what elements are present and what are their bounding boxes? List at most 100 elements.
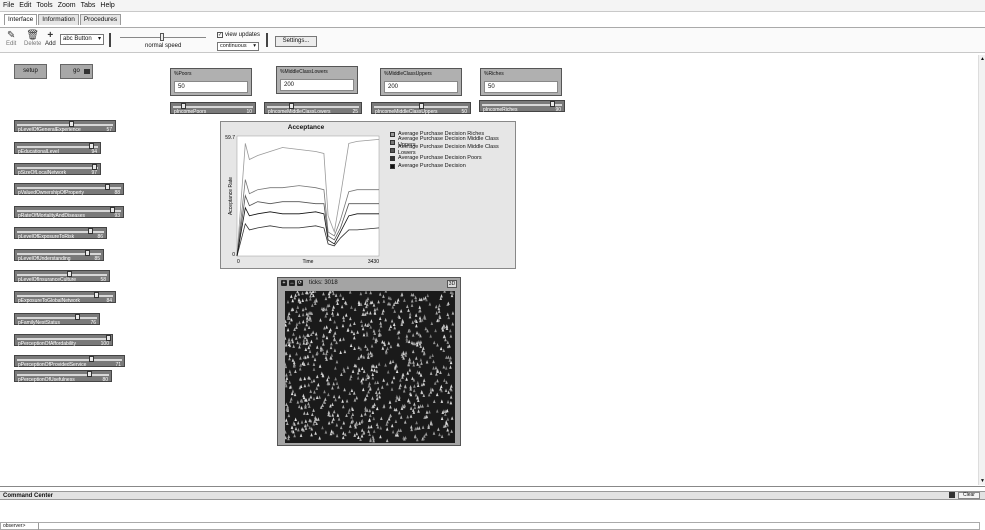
slider-handle[interactable] [419,103,424,109]
slider-level-of-general-experience[interactable]: pLevelOfGeneralExperience 57 [14,120,116,133]
monitor-poors[interactable]: %Poors 50 [170,68,252,96]
slider-handle[interactable] [106,335,111,341]
checkbox-icon[interactable]: ✓ [217,32,223,38]
slider-handle[interactable] [69,121,75,127]
turtle-agent [365,333,369,337]
acceptance-plot[interactable]: Acceptance 59.7 0 0 3430 Time Acceptance Rate… [220,121,516,269]
turtle-agent [339,293,342,297]
setup-button[interactable]: setup [14,64,47,79]
scroll-down-icon[interactable]: ▼ [980,478,985,484]
menu-help[interactable]: Help [100,2,115,9]
settings-button[interactable]: Settings... [275,36,317,47]
turtle-agent [323,389,326,394]
turtle-agent [402,388,406,393]
series-line-1 [236,179,379,257]
monitor-riches[interactable]: %Riches 50 [480,68,562,96]
slider-educational-level[interactable]: pEducationalLevel 94 [14,142,101,155]
slider-handle[interactable] [85,250,90,256]
turtle-agent [378,394,382,399]
turtle-agent [427,423,431,428]
monitor-value[interactable]: 200 [280,79,354,91]
slider-rate-of-mortality-and-diseases[interactable]: pRateOfMortalityAndDiseases 93 [14,206,124,219]
scroll-up-icon[interactable]: ▲ [980,56,985,62]
slider-value: 80 [102,377,108,383]
turtle-agent [439,384,443,389]
slider-family-nest-status[interactable]: pFamilyNestStatus 76 [14,313,100,326]
command-input[interactable]: observer> [0,522,980,530]
slider-level-of-understanding[interactable]: pLevelOfUnderstanding 85 [14,249,104,262]
turtle-agent [359,346,363,351]
slider-handle[interactable] [66,271,72,277]
three-d-button[interactable]: 3D [447,280,457,288]
turtle-agent [403,436,406,441]
turtle-agent [400,293,404,297]
menu-tabs[interactable]: Tabs [80,2,96,9]
widget-type-select[interactable]: abc Button ▾ [60,34,104,45]
slider-level-of-exposure-to-risk[interactable]: pLevelOfExposureToRisk 86 [14,227,107,240]
turtle-agent [407,359,411,364]
slider-handle[interactable] [110,207,115,213]
menu-zoom[interactable]: Zoom [57,2,76,9]
monitor-value[interactable]: 50 [174,81,248,93]
turtle-agent [343,349,347,354]
turtle-agent [390,319,394,323]
view-updates-toggle[interactable]: ✓ view updates [217,32,260,38]
tab-interface[interactable]: Interface [4,14,38,25]
monitor-middle-class-uppers[interactable]: %MiddleClassUppers 200 [380,68,462,96]
slider-exposure-to-global-network[interactable]: pExposureToGlobalNetwork 84 [14,291,116,304]
slider-valued-ownership-of-property[interactable]: pValuedOwnershipOfProperty 88 [14,183,124,196]
slider-handle[interactable] [89,143,95,149]
monitor-value[interactable]: 50 [484,81,558,93]
world-view[interactable]: + ↔ ⟳ ticks: 3018 3D [277,277,461,446]
menu-tools[interactable]: Tools [36,2,53,9]
turtle-agent [391,305,395,309]
menu-file[interactable]: File [3,2,15,9]
move-icon[interactable]: ↔ [289,280,295,286]
slider-handle[interactable] [91,164,97,170]
slider-income-riches[interactable]: pIncomeRiches 90 [479,100,565,113]
zoom-icon[interactable]: + [281,280,287,286]
orbit-icon[interactable]: ⟳ [297,280,303,286]
delete-tool[interactable]: 🗑 Delete [24,30,41,47]
slider-label: pIncomeMiddleClassLowers [268,109,331,115]
slider-income-middle-class-lowers[interactable]: pIncomeMiddleClassLowers 25 [264,102,362,115]
slider-perception-of-usefulness[interactable]: pPerceptionOfUsefulness 80 [14,370,112,383]
tab-information[interactable]: Information [38,14,79,25]
slider-handle[interactable] [550,101,556,107]
edit-tool[interactable]: ✎ Edit [6,30,16,47]
slider-level-of-insurance-culture[interactable]: pLevelOfInsuranceCulture 58 [14,270,110,283]
slider-handle[interactable] [105,184,110,190]
slider-handle[interactable] [88,228,94,234]
go-button[interactable]: go [60,64,93,79]
tab-procedures[interactable]: Procedures [79,14,122,25]
add-tool[interactable]: + Add [45,30,56,47]
turtle-agent [446,302,449,306]
turtle-agent [438,432,441,437]
slider-handle[interactable] [289,103,294,109]
turtle-agent [400,406,404,410]
slider-handle[interactable] [180,103,186,109]
slider-income-middle-class-uppers[interactable]: pIncomeMiddleClassUppers 50 [371,102,471,115]
slider-handle[interactable] [94,292,100,298]
slider-handle[interactable] [74,314,80,320]
split-icon[interactable] [949,492,955,498]
slider-label: pValuedOwnershipOfProperty [18,190,85,196]
agent-selector[interactable]: observer> [1,523,39,530]
menu-edit[interactable]: Edit [19,2,32,9]
slider-size-of-local-network[interactable]: pSizeOfLocalNetwork 97 [14,163,101,176]
slider-income-poors[interactable]: pIncomePoors 10 [170,102,256,115]
world-canvas[interactable] [285,291,455,443]
clear-button[interactable]: Clear [958,492,980,499]
slider-perception-of-affordability[interactable]: pPerceptionOfAffordability 100 [14,334,113,347]
update-mode-select[interactable]: continuous ▾ [217,42,259,51]
interface-scrollbar[interactable]: ▲ ▼ [978,55,985,485]
monitor-middle-class-lowers[interactable]: %MiddleClassLowers 200 [276,66,358,94]
turtle-agent [322,342,325,346]
monitor-value[interactable]: 200 [384,81,458,93]
turtle-agent [305,337,309,342]
slider-handle[interactable] [87,371,93,377]
slider-perception-of-provided-service[interactable]: pPerceptionOfProvidedService 71 [14,355,125,368]
speed-slider-handle[interactable] [160,33,164,41]
slider-handle[interactable] [88,356,94,362]
turtle-agent [368,408,372,413]
